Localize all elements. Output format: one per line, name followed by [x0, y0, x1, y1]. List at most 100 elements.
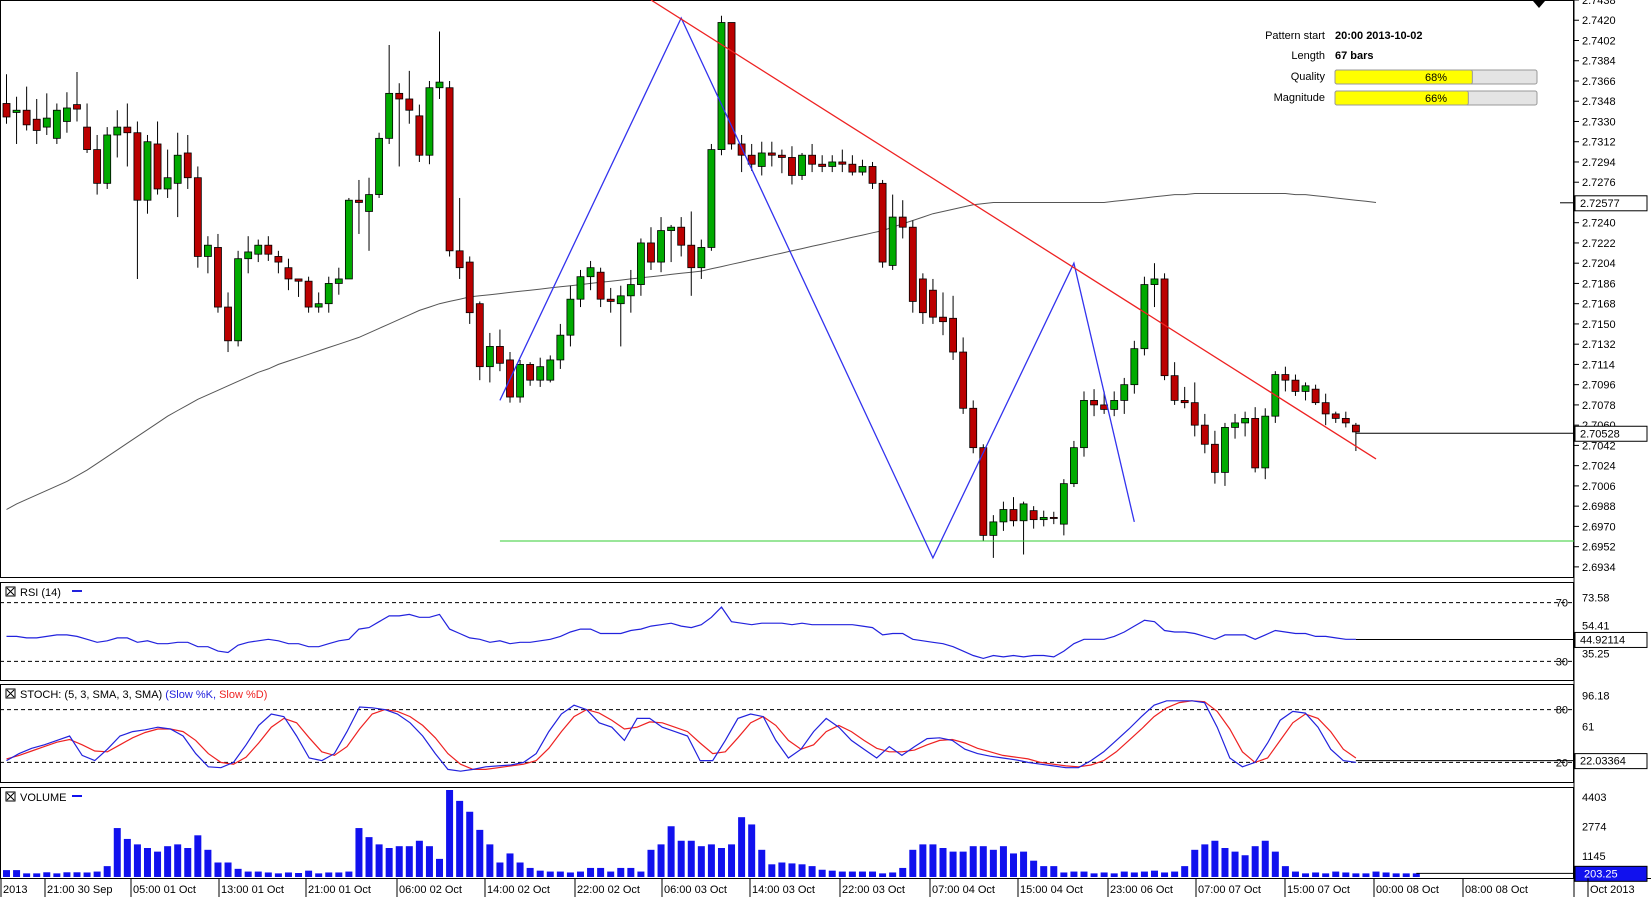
- price-tick-label: 2.7096: [1582, 380, 1616, 392]
- volume-bar: [969, 846, 977, 877]
- price-tick-label: 2.7438: [1582, 0, 1616, 7]
- bearish-candle-body: [908, 226, 917, 302]
- volume-bar: [436, 858, 444, 877]
- candle: [506, 352, 514, 403]
- volume-bar: [385, 848, 393, 877]
- candle: [1049, 511, 1058, 525]
- volume-bar: [526, 867, 534, 877]
- candle: [737, 134, 746, 173]
- volume-bar: [1191, 849, 1199, 877]
- bearish-candle-body: [264, 244, 273, 255]
- bullish-candle-body: [435, 81, 444, 89]
- bearish-candle-body: [878, 182, 887, 263]
- stoch-header: STOCH: (5, 3, SMA, 3, SMA) (Slow %K, Slo…: [5, 688, 267, 701]
- candle: [2, 74, 11, 124]
- bearish-candle-body: [526, 364, 535, 381]
- bullish-candle-body: [1059, 483, 1068, 525]
- stoch-series: [0, 700, 1574, 772]
- candle: [415, 104, 424, 162]
- price-tick-label: 2.7366: [1582, 76, 1616, 88]
- candle: [949, 295, 957, 360]
- candle: [536, 357, 545, 387]
- bullish-candle-body: [697, 247, 706, 269]
- bullish-candle-body: [586, 267, 595, 278]
- bullish-candle-body: [1130, 348, 1139, 386]
- volume-bar: [244, 871, 252, 877]
- volume-bar: [466, 811, 474, 877]
- volume-bar: [637, 871, 645, 877]
- volume-bar: [1312, 872, 1320, 877]
- bullish-candle-body: [203, 244, 212, 257]
- volume-bar: [768, 864, 776, 877]
- collapse-arrow-icon[interactable]: [1533, 1, 1545, 8]
- price-tick-label: 2.6988: [1582, 501, 1616, 513]
- price-tick-label: 2.7276: [1582, 177, 1616, 189]
- time-tick-label: 07:00 07 Oct: [1198, 884, 1261, 896]
- candle: [596, 267, 605, 308]
- bullish-candle-body: [626, 284, 635, 297]
- bullish-candle-body: [828, 161, 837, 167]
- volume-current-label: 203.25: [1584, 868, 1618, 880]
- volume-bar: [1140, 871, 1148, 877]
- volume-bar: [848, 871, 856, 877]
- volume-bar: [989, 849, 997, 877]
- bearish-candle-body: [969, 407, 978, 449]
- volume-bar: [184, 848, 192, 877]
- volume-bar: [1342, 872, 1350, 877]
- bearish-candle-body: [1180, 400, 1189, 404]
- volume-bar: [1171, 871, 1179, 877]
- bullish-candle-body: [999, 509, 1008, 523]
- time-tick-label: 2013: [3, 884, 27, 896]
- volume-bar: [53, 873, 61, 877]
- stoch-tick-label: 96.18: [1582, 690, 1610, 702]
- time-tick-label: 21:00 01 Oct: [308, 884, 371, 896]
- bearish-candle-body: [1090, 400, 1098, 406]
- volume-bar: [1090, 873, 1098, 877]
- candle: [727, 22, 736, 150]
- volume-bar: [738, 817, 746, 877]
- candle: [858, 159, 867, 176]
- candle: [576, 269, 585, 308]
- volume-bar: [929, 844, 937, 877]
- time-tick-label: 14:00 02 Oct: [487, 884, 550, 896]
- volume-bar: [1332, 871, 1340, 877]
- price-tick-label: 2.7168: [1582, 299, 1616, 311]
- candle: [1110, 391, 1119, 417]
- volume-bar: [899, 867, 907, 877]
- bearish-candle-body: [1321, 402, 1330, 415]
- candle: [344, 197, 353, 280]
- price-tick-label: 2.7420: [1582, 15, 1616, 27]
- candle: [637, 238, 645, 296]
- volume-tick-label: 1145: [1582, 851, 1606, 863]
- bullish-candle-body: [556, 334, 565, 361]
- candle: [1241, 411, 1250, 437]
- volume-bar: [667, 826, 675, 877]
- rsi-tick-label: 73.58: [1582, 592, 1610, 604]
- bullish-candle-body: [12, 109, 21, 113]
- bearish-candle-body: [395, 92, 404, 100]
- bearish-candle-body: [1331, 413, 1340, 419]
- magnitude-label: Magnitude: [1274, 92, 1325, 104]
- volume-bar: [1412, 873, 1420, 877]
- volume-bar: [335, 872, 343, 877]
- price-tick-label: 2.6952: [1582, 542, 1616, 554]
- bullish-candle-body: [1110, 400, 1119, 410]
- bearish-candle-body: [606, 298, 615, 302]
- bullish-candle-body: [1120, 384, 1129, 401]
- volume-bar: [758, 849, 766, 877]
- bullish-candle-body: [707, 149, 716, 248]
- bearish-candle-body: [737, 143, 746, 156]
- volume-bar: [1281, 866, 1289, 877]
- candle: [1331, 411, 1340, 423]
- candle: [1311, 384, 1320, 405]
- volume-bar: [1010, 853, 1017, 877]
- volume-bar: [214, 862, 222, 877]
- bearish-candle-body: [1029, 510, 1038, 521]
- volume-bar: [627, 867, 635, 877]
- volume-bar: [13, 870, 21, 877]
- rsi-tick-label: 35.25: [1582, 649, 1610, 661]
- volume-bar: [143, 848, 151, 877]
- bullish-candle-body: [888, 216, 897, 266]
- bearish-candle-body: [133, 132, 142, 201]
- bullish-candle-body: [858, 166, 867, 173]
